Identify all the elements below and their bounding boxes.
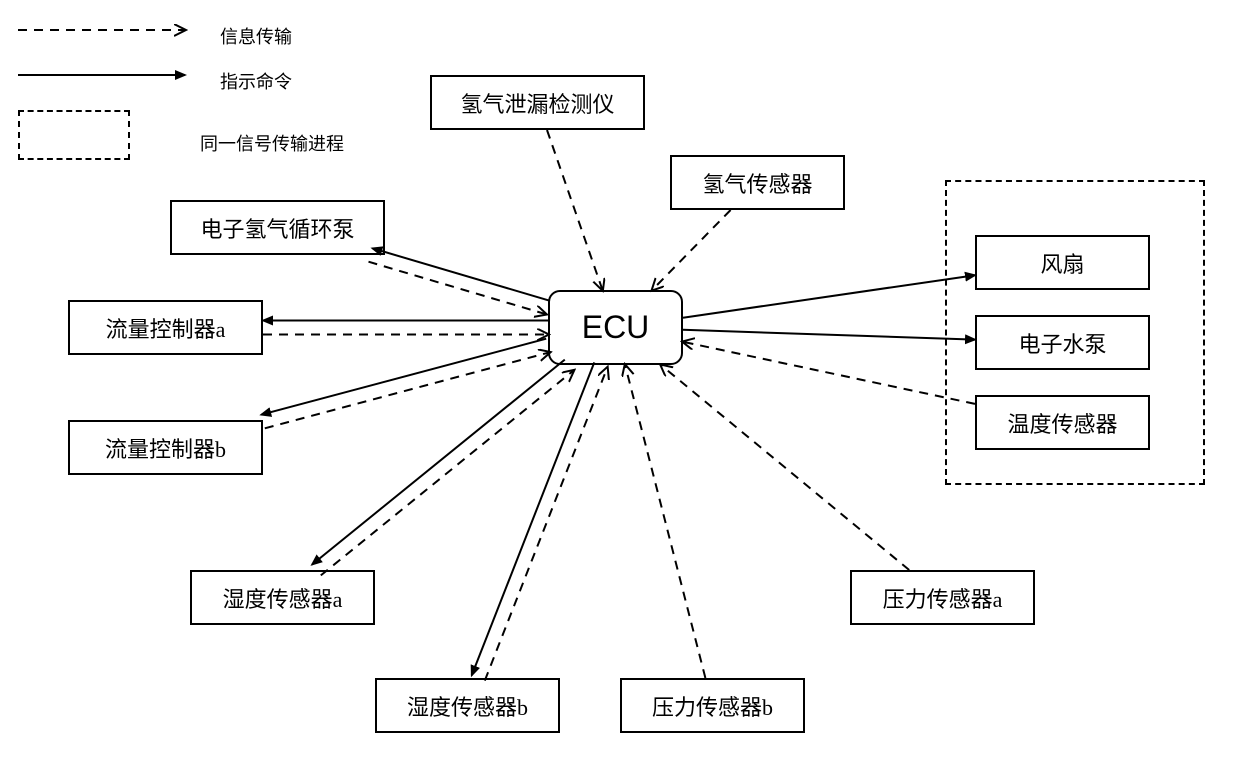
edge-press_a-dashed: [661, 365, 909, 570]
node-press_b: 压力传感器b: [620, 678, 805, 733]
node-e_pump: 电子水泵: [975, 315, 1150, 370]
edge-press_b-dashed: [625, 365, 705, 678]
node-h2_sensor: 氢气传感器: [670, 155, 845, 210]
legend-rect-label: 同一信号传输进程: [200, 130, 344, 156]
edge-humid_a-dashed: [321, 370, 574, 575]
node-temp: 温度传感器: [975, 395, 1150, 450]
legend-solid-label: 指示命令: [220, 68, 292, 94]
edge-humid_b-solid: [472, 362, 595, 675]
legend-dashed-label: 信息传输: [220, 23, 292, 49]
node-h2_leak: 氢气泄漏检测仪: [430, 75, 645, 130]
node-humid_a: 湿度传感器a: [190, 570, 375, 625]
node-fan: 风扇: [975, 235, 1150, 290]
node-humid_b: 湿度传感器b: [375, 678, 560, 733]
edge-flow_b-solid: [261, 339, 546, 415]
edge-humid_a-solid: [312, 360, 565, 565]
edge-e_pump-solid: [683, 330, 975, 340]
edge-flow_b-dashed: [265, 352, 550, 428]
edge-humid_b-dashed: [485, 368, 608, 681]
edge-fan-solid: [683, 275, 975, 318]
edge-temp-dashed: [683, 342, 975, 404]
edge-h2_sensor-dashed: [652, 210, 730, 290]
edge-h2_pump-solid: [372, 248, 550, 300]
edge-h2_leak-dashed: [547, 130, 603, 290]
node-flow_a: 流量控制器a: [68, 300, 263, 355]
node-press_a: 压力传感器a: [850, 570, 1035, 625]
legend-dashed-rect: [18, 110, 130, 160]
node-h2_pump: 电子氢气循环泵: [170, 200, 385, 255]
ecu-node: ECU: [548, 290, 683, 365]
edge-h2_pump-dashed: [369, 262, 547, 315]
node-flow_b: 流量控制器b: [68, 420, 263, 475]
